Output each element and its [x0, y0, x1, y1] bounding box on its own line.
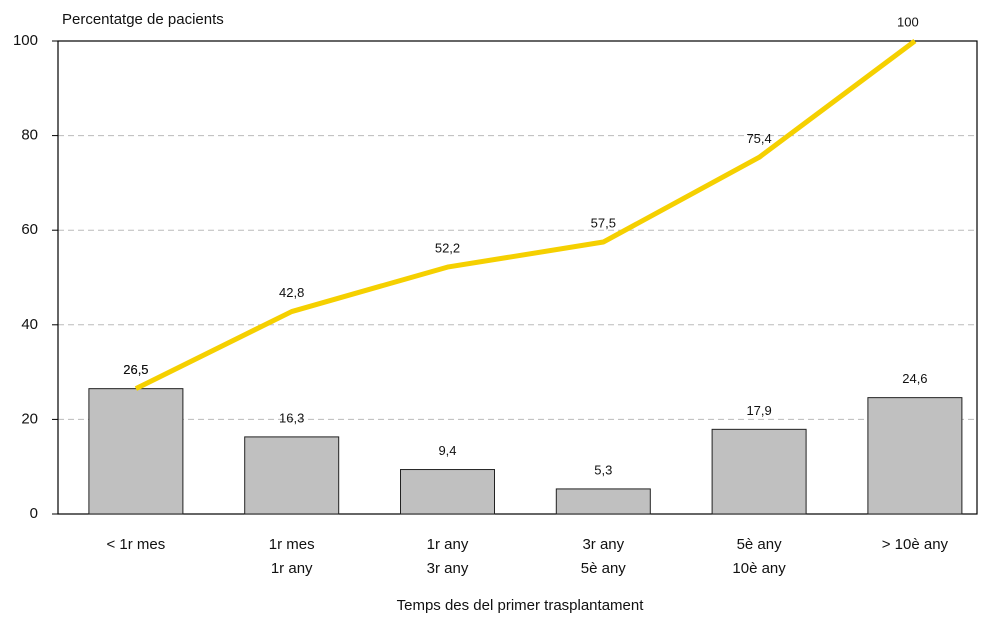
x-tick-label: 1r mes [269, 536, 315, 553]
bar-value-label: 26,5 [123, 362, 148, 377]
x-tick-label: < 1r mes [107, 536, 166, 553]
bar-value-label: 24,6 [902, 371, 927, 386]
y-tick-label: 40 [21, 316, 38, 333]
y-axis-title: Percentatge de pacients [62, 11, 224, 28]
line-value-label: 75,4 [746, 131, 771, 146]
bar-value-label: 5,3 [594, 462, 612, 477]
bar [244, 436, 340, 515]
x-tick-label: 1r any [271, 560, 313, 577]
bar-value-label: 17,9 [746, 403, 771, 418]
plot-frame [57, 40, 978, 515]
x-axis-title: Temps des del primer trasplantament [397, 597, 645, 614]
bar [555, 488, 651, 515]
y-tick-label: 80 [21, 127, 38, 144]
x-tick-label: > 10è any [882, 536, 949, 553]
x-tick-label: 5è any [581, 560, 627, 577]
bar [400, 469, 495, 515]
bar [867, 397, 963, 515]
bar-value-label: 16,3 [279, 410, 304, 425]
x-tick-label: 1r any [427, 536, 469, 553]
bar [711, 428, 807, 515]
bar [88, 388, 184, 515]
line-value-label: 52,2 [435, 241, 460, 256]
x-tick-label: 10è any [732, 560, 786, 577]
x-tick-label: 3r any [582, 536, 624, 553]
y-tick-label: 100 [13, 32, 38, 49]
y-tick-label: 20 [21, 410, 38, 427]
line [134, 38, 917, 391]
line-value-label: 42,8 [279, 285, 304, 300]
x-tick-label: 5è any [737, 536, 783, 553]
y-tick-label: 60 [21, 221, 38, 238]
x-tick-label: 3r any [427, 560, 469, 577]
line-value-label: 26,5 [123, 362, 148, 377]
line-value-label: 57,5 [591, 215, 616, 230]
y-tick-label: 0 [30, 505, 38, 522]
bar-value-label: 9,4 [438, 443, 456, 458]
line-value-label: 100 [897, 14, 919, 29]
